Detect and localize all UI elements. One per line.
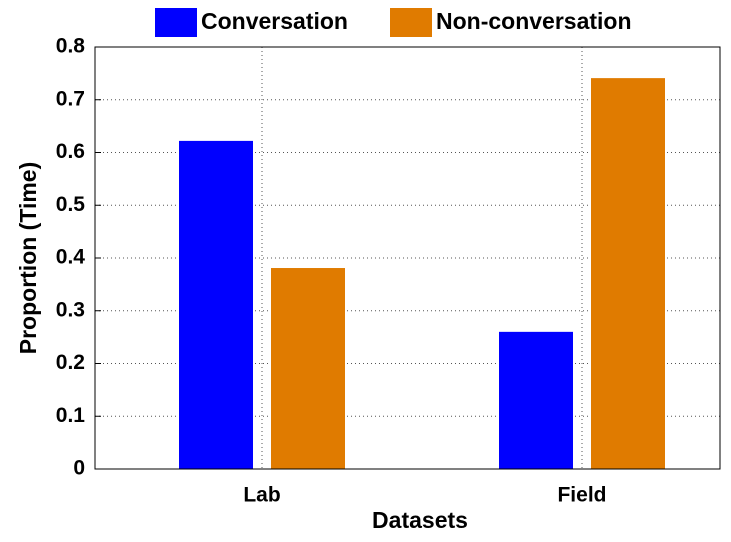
y-tick-label: 0.3 xyxy=(56,298,85,321)
bar xyxy=(179,140,253,469)
bar xyxy=(591,78,665,469)
y-tick-label: 0.5 xyxy=(56,193,86,216)
y-axis-title: Proportion (Time) xyxy=(15,162,41,355)
plot-frame xyxy=(94,46,721,470)
x-axis-title: Datasets xyxy=(372,507,468,533)
y-tick-label: 0.8 xyxy=(56,35,86,58)
bar xyxy=(271,268,345,469)
y-tick-label: 0.1 xyxy=(56,404,86,427)
x-tick-label: Lab xyxy=(243,484,280,507)
x-tick-label: Field xyxy=(557,484,606,507)
legend-label: Conversation xyxy=(201,8,348,34)
y-tick-label: 0 xyxy=(73,457,85,480)
y-tick-label: 0.6 xyxy=(56,140,85,163)
y-tick-label: 0.4 xyxy=(56,246,86,269)
legend-swatch xyxy=(390,8,432,37)
legend-swatch xyxy=(155,8,197,37)
y-tick-label: 0.2 xyxy=(56,351,85,374)
bar xyxy=(499,331,573,469)
y-tick-label: 0.7 xyxy=(56,87,85,110)
legend-label: Non-conversation xyxy=(436,8,632,34)
